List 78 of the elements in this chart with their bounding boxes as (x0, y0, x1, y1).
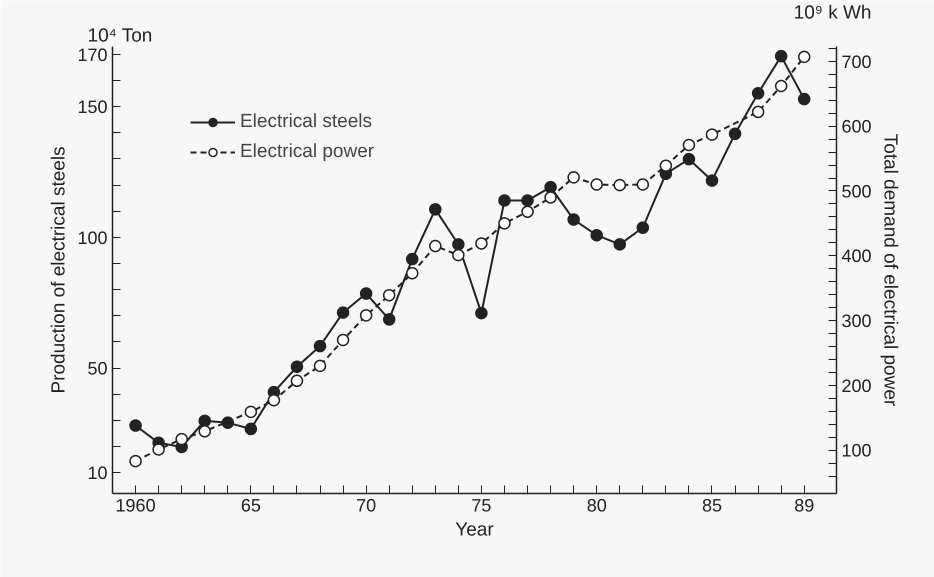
y-tick-label: 10 (87, 463, 108, 484)
x-tick-label: 1960 (116, 496, 156, 516)
point (544, 191, 557, 204)
point (360, 309, 372, 322)
point (198, 414, 211, 428)
x-axis-title: Year (455, 520, 494, 540)
point (706, 174, 718, 187)
point (244, 422, 258, 436)
point (336, 306, 350, 319)
legend-label: Electrical steels (240, 111, 372, 133)
x-tick-label: 70 (356, 496, 376, 516)
point (152, 443, 165, 456)
point (567, 171, 580, 184)
point (636, 178, 650, 191)
point (290, 360, 304, 373)
y2-axis-title: Total demand of electrical power (880, 134, 901, 407)
y2-tick-label: 100 (842, 440, 872, 461)
point (360, 287, 372, 300)
point (452, 248, 465, 262)
y2-tick-label: 400 (842, 246, 872, 266)
point (752, 87, 764, 100)
text: 10⁴ Ton (88, 26, 152, 46)
y-tick-label: 170 (77, 44, 108, 65)
y-axis-title: Production of electrical steels (48, 146, 70, 394)
point (590, 178, 603, 191)
point (129, 454, 142, 468)
point (521, 194, 534, 207)
point (290, 374, 304, 388)
point (752, 106, 764, 118)
point (406, 252, 418, 266)
point (475, 237, 488, 250)
point (567, 213, 580, 226)
point (498, 194, 511, 207)
point (521, 205, 534, 218)
point (590, 228, 603, 242)
point (774, 50, 788, 62)
point (429, 203, 442, 216)
x-tick-label: 80 (586, 496, 607, 516)
point (314, 360, 326, 372)
point (706, 128, 718, 141)
point (198, 425, 211, 438)
x-tick-label: 89 (794, 496, 814, 516)
x-tick-label: 65 (240, 496, 261, 516)
point (175, 432, 188, 446)
point (314, 340, 326, 352)
y-tick-label: 100 (77, 228, 108, 248)
point (798, 92, 810, 106)
point (475, 306, 488, 320)
point (336, 334, 350, 346)
y2-tick-label: 500 (842, 181, 872, 202)
point (452, 238, 465, 251)
point (406, 267, 418, 280)
point (728, 128, 742, 140)
point (244, 406, 258, 418)
point (636, 221, 650, 234)
point (660, 159, 672, 172)
y2-tick-label: 200 (842, 376, 872, 396)
point (614, 238, 626, 251)
y2-tick-label: 300 (842, 311, 872, 332)
point (614, 178, 626, 192)
point (682, 152, 696, 166)
text: 10⁹ k Wh (794, 2, 872, 24)
point (544, 180, 557, 194)
x-tick-label: 75 (471, 496, 492, 516)
x-tick-label: 85 (702, 496, 722, 516)
point (382, 289, 396, 302)
y-tick-label: 50 (87, 358, 108, 379)
y2-tick-label: 600 (842, 116, 872, 137)
point (382, 313, 396, 326)
point (682, 138, 696, 152)
point (429, 240, 442, 252)
point (129, 419, 142, 432)
y2-tick-label: 700 (842, 52, 872, 72)
point (774, 80, 788, 92)
y-tick-label: 150 (77, 97, 108, 118)
point (498, 217, 511, 230)
point (798, 50, 810, 64)
legend-label: Electrical power (240, 141, 374, 163)
